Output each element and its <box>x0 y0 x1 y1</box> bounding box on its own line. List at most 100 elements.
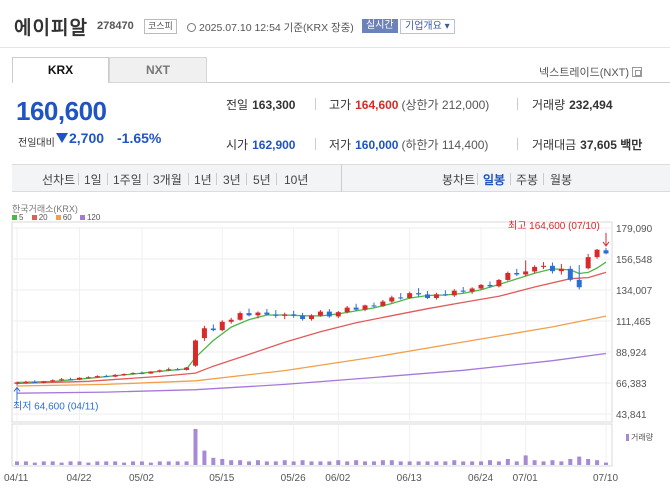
volume-bar <box>577 456 582 465</box>
volume-bar <box>523 455 528 465</box>
upper-limit: (상한가 212,000) <box>401 98 490 112</box>
candle <box>112 374 118 377</box>
volume-bar <box>595 460 600 465</box>
period-5y[interactable]: 5년 <box>253 173 271 187</box>
candle <box>371 305 377 307</box>
nextrade-label: 넥스트레이드(NXT) <box>539 67 630 79</box>
realtime-button[interactable]: 실시간 <box>362 19 398 33</box>
candle <box>148 371 154 374</box>
x-tick-label: 06/24 <box>468 473 493 484</box>
candle <box>362 305 368 310</box>
period-1d[interactable]: 1일 <box>84 173 102 187</box>
volume-bar <box>380 460 385 465</box>
period-3m[interactable]: 3개월 <box>153 173 182 187</box>
x-tick-label: 06/02 <box>325 473 350 484</box>
candle <box>291 314 297 316</box>
candle <box>603 250 609 254</box>
candle <box>246 313 252 316</box>
legend-ma5: 5 <box>12 213 23 222</box>
high-annotation: 최고 164,600 (07/10) <box>508 220 600 232</box>
x-tick-label: 07/10 <box>593 473 618 484</box>
low-price: 저가 160,000 (하한가 114,400) <box>329 136 488 153</box>
volume-bar <box>505 459 510 465</box>
divider <box>188 173 189 185</box>
divider <box>147 173 148 185</box>
candle <box>175 369 181 371</box>
high-label: 고가 <box>329 98 352 112</box>
candle <box>210 328 216 331</box>
candle <box>219 321 225 331</box>
period-3y[interactable]: 3년 <box>223 173 241 187</box>
volume-value: 232,494 <box>569 98 613 112</box>
candle <box>585 257 591 269</box>
prev-value: 163,300 <box>252 98 296 112</box>
candle <box>121 374 127 376</box>
candle <box>478 284 484 289</box>
volume-bar <box>41 461 46 465</box>
high-price: 고가 164,600 (상한가 212,000) <box>329 96 489 113</box>
tab-nxt[interactable]: NXT <box>109 57 207 83</box>
candle <box>532 266 538 272</box>
y-tick-label: 43,841 <box>616 410 647 421</box>
candle <box>282 314 288 316</box>
volume-bar <box>175 461 180 465</box>
candle <box>398 297 404 299</box>
y-tick-label: 111,465 <box>616 317 651 328</box>
open-label: 시가 <box>226 138 249 152</box>
open-value: 162,900 <box>252 138 296 152</box>
volume-bar <box>389 460 394 465</box>
candle <box>496 279 502 287</box>
x-tick-label: 05/26 <box>281 473 306 484</box>
high-arrow-head <box>602 241 610 247</box>
period-1y[interactable]: 1년 <box>194 173 212 187</box>
volume-bar <box>220 459 225 465</box>
y-tick-label: 88,924 <box>616 348 647 359</box>
candle <box>201 328 207 339</box>
divider <box>517 138 518 150</box>
high-value: 164,600 <box>355 98 399 112</box>
volume-bar <box>479 461 484 465</box>
volume-bar <box>470 461 475 465</box>
candle-weekly[interactable]: 주봉 <box>516 173 539 187</box>
divider <box>315 98 316 110</box>
tab-krx[interactable]: KRX <box>12 57 109 83</box>
x-tick-label: 04/22 <box>66 473 91 484</box>
low-arrow-head <box>13 386 21 392</box>
candle <box>326 311 332 317</box>
candle <box>76 377 82 380</box>
timestamp: 2025.07.10 12:54 기준(KRX 장중) <box>187 20 354 35</box>
chart-legend: 5 20 60 120 <box>12 213 106 222</box>
nextrade-toggle[interactable]: 넥스트레이드(NXT) <box>539 64 643 80</box>
candle <box>264 312 270 315</box>
amount-value: 37,605 백만 <box>580 138 643 152</box>
x-tick-label: 06/13 <box>397 473 422 484</box>
candle <box>157 370 163 372</box>
candle <box>273 314 279 316</box>
legend-ma20: 20 <box>31 213 48 222</box>
volume: 거래량 232,494 <box>532 96 613 113</box>
low-value: 160,000 <box>355 138 399 152</box>
period-1w[interactable]: 1주일 <box>113 173 142 187</box>
divider <box>246 173 247 185</box>
period-10y[interactable]: 10년 <box>284 173 309 187</box>
candle <box>59 379 65 381</box>
change-amount: 2,700 <box>69 130 105 146</box>
volume-bar <box>568 459 573 465</box>
volume-bar <box>586 459 591 465</box>
candle <box>32 382 38 384</box>
expand-icon[interactable] <box>632 67 643 77</box>
candle-monthly[interactable]: 월봉 <box>550 173 573 187</box>
legend-ma60: 60 <box>55 213 72 222</box>
trade-amount: 거래대금 37,605 백만 <box>532 136 642 153</box>
y-tick-label: 134,007 <box>616 286 653 297</box>
volume-bar <box>291 461 296 465</box>
low-label: 저가 <box>329 138 352 152</box>
volume-bar <box>95 461 100 465</box>
candle <box>469 288 475 292</box>
open-price: 시가 162,900 <box>226 136 295 153</box>
down-arrow-icon <box>56 133 68 143</box>
volume-bar <box>139 461 144 465</box>
candle-daily[interactable]: 일봉 <box>483 173 506 187</box>
company-overview-button[interactable]: 기업개요 ▾ <box>400 19 455 34</box>
volume-bar <box>604 462 608 465</box>
